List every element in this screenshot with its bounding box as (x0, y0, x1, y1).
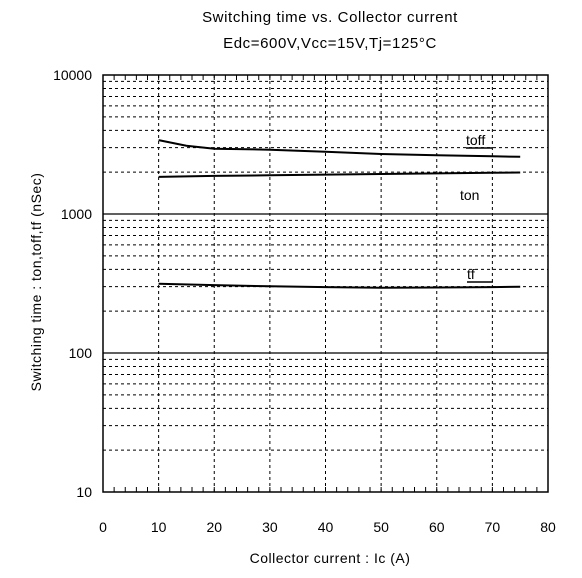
series-label-ton: ton (460, 187, 479, 203)
chart-subtitle: Edc=600V,Vcc=15V,Tj=125°C (223, 35, 437, 52)
y-axis-label: Switching time : ton,toff,tf (nSec) (28, 173, 44, 392)
grid (103, 75, 548, 492)
y-tick-label: 100 (69, 345, 93, 361)
x-tick-label: 50 (373, 519, 389, 535)
x-tick-label: 40 (318, 519, 334, 535)
x-tick-label: 60 (429, 519, 445, 535)
x-tick-label: 30 (262, 519, 278, 535)
series-label-tf: tf (467, 266, 475, 282)
ticks (102, 75, 549, 492)
x-tick-label: 80 (540, 519, 556, 535)
x-tick-label: 10 (151, 519, 167, 535)
y-tick-label: 10000 (53, 67, 92, 83)
series-line-tf (158, 282, 521, 289)
series: toff ton tf (158, 132, 521, 289)
x-tick-label: 70 (485, 519, 501, 535)
y-tick-label: 10 (76, 484, 92, 500)
x-tick-label: 20 (206, 519, 222, 535)
x-tick-label: 0 (99, 519, 107, 535)
x-axis-label: Collector current : Ic (A) (250, 550, 411, 566)
tick-labels: 0 10 20 30 40 50 60 70 80 10 100 1000 10000 (53, 67, 556, 535)
series-line-ton (158, 171, 521, 178)
plot-frame (102, 74, 549, 493)
series-line-toff (158, 139, 521, 158)
chart-title: Switching time vs. Collector current (202, 9, 458, 26)
series-label-toff: toff (466, 132, 485, 148)
y-tick-label: 1000 (61, 206, 92, 222)
